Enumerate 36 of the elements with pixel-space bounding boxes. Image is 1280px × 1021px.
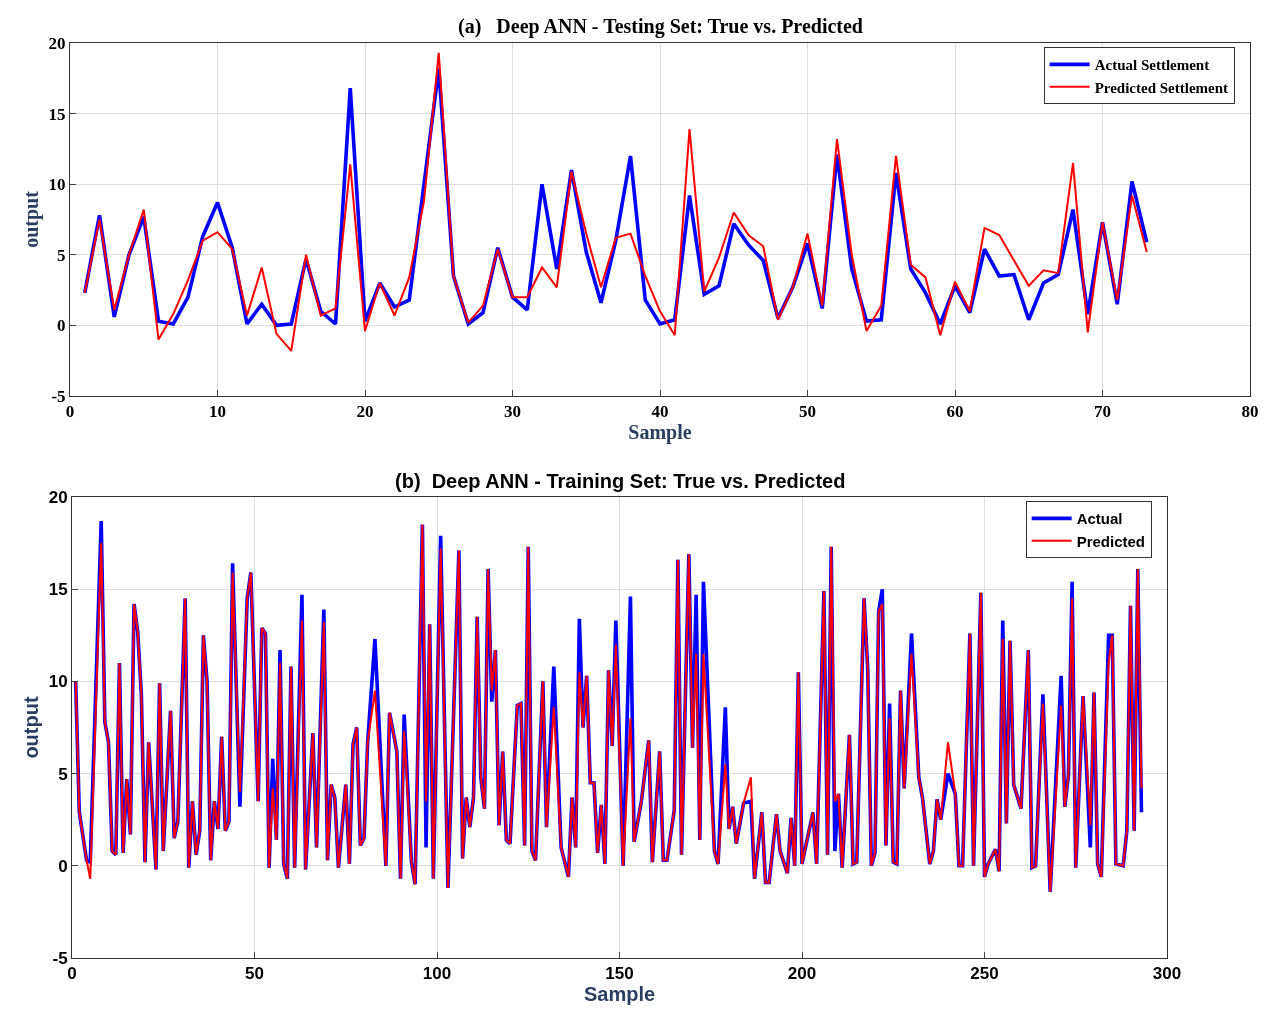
x-axis-title: Sample <box>628 421 692 445</box>
x-tick-label: 300 <box>1152 964 1182 984</box>
x-tick-label: 80 <box>1241 402 1259 422</box>
y-tick-label: 15 <box>48 580 68 600</box>
y-tick-label: 0 <box>57 316 66 336</box>
y-axis-title: output <box>20 190 44 248</box>
y-tick-label: 5 <box>57 245 66 265</box>
x-tick-label: 60 <box>946 402 964 422</box>
x-tick-label: 40 <box>651 402 669 422</box>
legend-label: Predicted Settlement <box>1094 79 1229 96</box>
y-tick-label: 20 <box>48 487 68 507</box>
x-axis-title: Sample <box>583 983 656 1006</box>
y-tick-label: -5 <box>51 386 66 406</box>
y-axis-title: output <box>20 696 43 759</box>
x-tick-label: 20 <box>356 402 374 422</box>
y-tick-label: 15 <box>48 104 66 124</box>
chart-title: (a) Deep ANN - Testing Set: True vs. Predicted <box>458 15 863 38</box>
legend-label: Actual Settlement <box>1094 57 1210 74</box>
chart-title: (b) Deep ANN - Training Set: True vs. Predicted <box>395 470 846 492</box>
x-tick-label: 70 <box>1094 402 1111 422</box>
x-tick-label: 30 <box>504 402 521 422</box>
x-tick-label: 50 <box>245 964 264 984</box>
y-tick-label: 5 <box>58 764 68 784</box>
x-tick-label: 100 <box>422 964 452 984</box>
legend-label: Predicted <box>1076 532 1145 550</box>
x-tick-label: 250 <box>970 964 999 984</box>
x-tick-label: 50 <box>799 402 816 422</box>
y-tick-label: 20 <box>48 33 66 53</box>
x-tick-label: 150 <box>605 964 634 984</box>
y-tick-label: 0 <box>58 856 68 876</box>
y-tick-label: 10 <box>48 175 66 195</box>
y-tick-label: 10 <box>48 672 68 692</box>
y-tick-label: -5 <box>52 948 68 968</box>
legend-label: Actual <box>1076 510 1123 528</box>
x-tick-label: 200 <box>787 964 817 984</box>
x-tick-label: 10 <box>209 402 226 422</box>
